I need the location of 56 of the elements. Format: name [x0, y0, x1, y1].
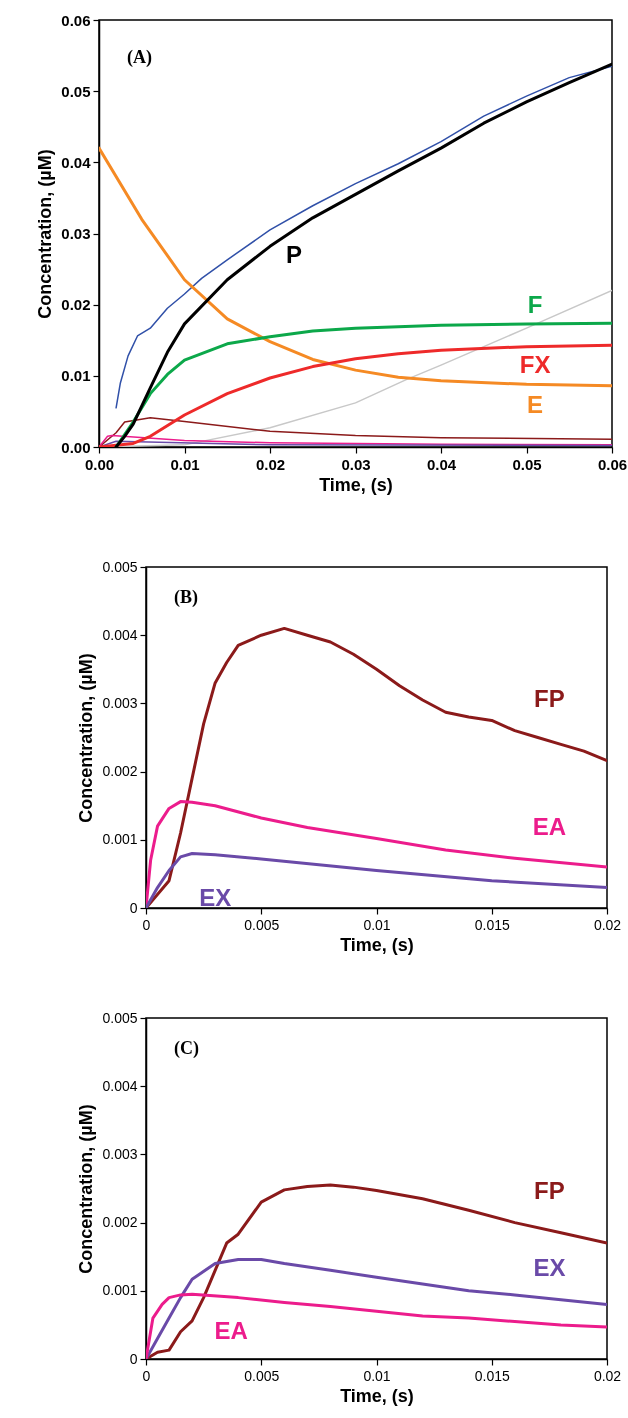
x-tick-label: 0.05: [512, 455, 542, 473]
y-tick-label: 0: [129, 1350, 138, 1367]
x-tick-label: 0.03: [341, 455, 371, 473]
y-tick-label: 0.01: [61, 367, 91, 385]
x-tick-label: 0.04: [426, 455, 457, 473]
x-tick-label: 0.015: [474, 1367, 510, 1384]
x-tick-label: 0.06: [597, 455, 628, 473]
series-label: FP: [534, 684, 565, 712]
y-tick-label: 0.005: [102, 558, 138, 575]
y-axis-title: Concentration, (µM): [76, 653, 97, 823]
y-tick-label: 0.03: [61, 225, 91, 242]
series-label: EA: [532, 812, 567, 840]
series-label: EX: [199, 884, 232, 912]
y-tick-label: 0.004: [102, 626, 138, 643]
x-tick-label: 0.01: [363, 1367, 391, 1384]
x-axis-title: Time, (s): [340, 934, 414, 955]
y-tick-label: 0.001: [102, 1282, 138, 1299]
y-tick-label: 0.004: [102, 1077, 138, 1094]
x-tick-label: 0.02: [255, 455, 286, 473]
x-axis-title: Time, (s): [340, 1385, 414, 1406]
y-tick-label: 0.005: [102, 1009, 138, 1026]
y-tick-label: 0.003: [102, 1145, 138, 1162]
y-axis-title: Concentration, (µM): [35, 149, 56, 319]
series-label: FP: [534, 1176, 565, 1204]
y-tick-label: 0.003: [102, 694, 138, 711]
series-label: P: [285, 241, 302, 269]
y-tick-label: 0.002: [102, 1214, 138, 1231]
y-tick-label: 0.05: [61, 82, 91, 100]
x-tick-label: 0: [142, 1367, 151, 1384]
x-tick-label: 0.01: [170, 455, 200, 473]
x-tick-label: 0.02: [593, 916, 622, 933]
line-series: [99, 146, 612, 388]
y-tick-label: 0.06: [61, 11, 91, 29]
x-tick-label: 0.005: [244, 1367, 280, 1384]
y-tick-label: 0.02: [61, 296, 91, 314]
text: (B): [174, 586, 198, 608]
series-label: EX: [533, 1253, 566, 1281]
series-label: FX: [519, 350, 551, 378]
y-tick-label: 0.04: [61, 153, 92, 171]
text: (A): [127, 47, 152, 69]
y-tick-label: 0.001: [102, 831, 138, 848]
series-label: F: [527, 290, 543, 318]
x-tick-label: 0: [142, 916, 151, 933]
x-tick-label: 0.00: [84, 455, 115, 473]
x-tick-label: 0.01: [363, 916, 391, 933]
text: (C): [174, 1037, 199, 1059]
x-tick-label: 0.02: [593, 1367, 622, 1384]
y-tick-label: 0.00: [61, 438, 91, 456]
y-tick-label: 0: [129, 899, 138, 916]
y-axis-title: Concentration, (µM): [76, 1104, 97, 1274]
series-label: EA: [214, 1316, 248, 1344]
series-label: E: [527, 390, 544, 418]
y-tick-label: 0.002: [102, 763, 138, 780]
x-axis-title: Time, (s): [319, 474, 393, 495]
x-tick-label: 0.015: [474, 916, 510, 933]
x-tick-label: 0.005: [244, 916, 280, 933]
